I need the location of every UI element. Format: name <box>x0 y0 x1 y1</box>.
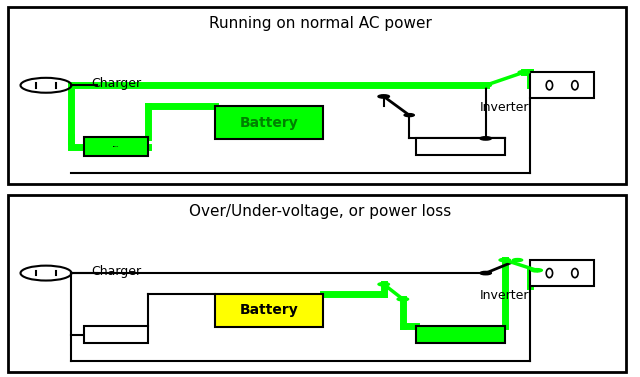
FancyBboxPatch shape <box>84 326 148 343</box>
Circle shape <box>397 297 408 301</box>
Circle shape <box>480 271 492 275</box>
Text: Charger: Charger <box>91 77 141 90</box>
Circle shape <box>513 259 523 262</box>
FancyBboxPatch shape <box>215 106 323 139</box>
Circle shape <box>378 283 390 286</box>
FancyBboxPatch shape <box>531 72 594 98</box>
FancyBboxPatch shape <box>415 138 505 155</box>
Text: Battery: Battery <box>239 303 298 317</box>
Text: Running on normal AC power: Running on normal AC power <box>209 16 431 31</box>
Text: Charger: Charger <box>113 146 119 147</box>
Circle shape <box>499 258 511 262</box>
Text: Over/Under-voltage, or power loss: Over/Under-voltage, or power loss <box>189 204 451 219</box>
FancyBboxPatch shape <box>84 138 148 156</box>
Text: Inverter: Inverter <box>480 289 529 302</box>
Text: Charger: Charger <box>91 265 141 278</box>
Circle shape <box>480 137 492 140</box>
FancyBboxPatch shape <box>215 294 323 327</box>
Circle shape <box>480 84 492 87</box>
FancyBboxPatch shape <box>8 195 626 372</box>
FancyBboxPatch shape <box>8 7 626 184</box>
Ellipse shape <box>572 81 578 90</box>
Ellipse shape <box>546 268 552 277</box>
FancyBboxPatch shape <box>415 326 505 343</box>
Circle shape <box>378 95 390 98</box>
FancyBboxPatch shape <box>531 260 594 286</box>
Ellipse shape <box>546 81 552 90</box>
Ellipse shape <box>572 268 578 277</box>
Circle shape <box>531 268 542 272</box>
Circle shape <box>404 113 414 116</box>
Text: Inverter: Inverter <box>480 101 529 114</box>
Text: Battery: Battery <box>239 116 298 130</box>
Circle shape <box>518 70 530 74</box>
